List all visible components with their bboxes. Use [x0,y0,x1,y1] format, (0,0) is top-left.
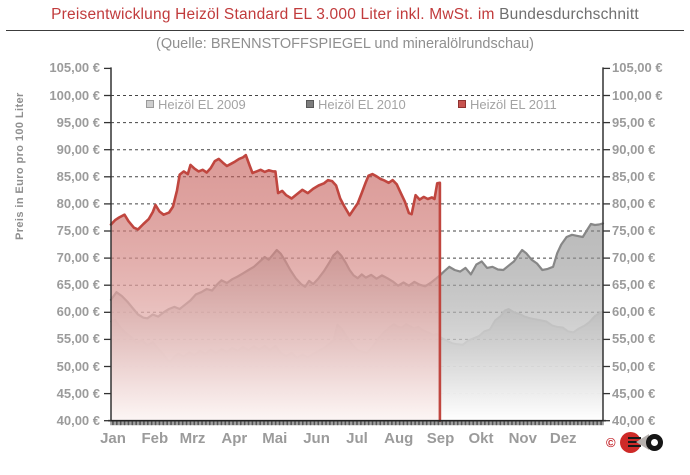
month-label: Jan [100,430,126,447]
y-tick-label: 60,00 € [612,304,656,320]
y-tick-label: 45,00 € [56,385,100,401]
y-tick-label: 95,00 € [56,114,100,130]
y-tick-label: 55,00 € [56,331,100,347]
legend-marker-2010-icon [306,100,314,108]
y-tick-label: 50,00 € [56,358,100,374]
y-tick-label: 45,00 € [612,385,656,401]
y-tick-label: 65,00 € [612,277,656,293]
source-subtitle: (Quelle: BRENNSTOFFSPIEGEL und mineralöl… [156,36,534,52]
y-tick-label: 100,00 € [49,87,100,103]
y-tick-label: 90,00 € [56,141,100,157]
logo-stripes-icon [628,437,641,449]
y-tick-label: 75,00 € [56,223,100,238]
y-tick-label: 70,00 € [612,250,656,266]
page-title: Preisentwicklung Heizöl Standard EL 3.00… [0,6,690,24]
y-tick-label: 55,00 € [612,331,656,347]
legend-marker-2009-icon [146,100,154,108]
y-tick-label: 80,00 € [56,195,100,211]
y-tick-label: 60,00 € [56,304,100,320]
y-tick-label: 50,00 € [612,358,656,374]
y-tick-label: 75,00 € [612,223,656,238]
month-label: Nov [508,430,537,447]
y-tick-label: 90,00 € [612,141,656,157]
page-title-gray-part: Bundesdurchschnitt [499,6,639,23]
y-tick-label: 40,00 € [612,412,656,428]
y-tick-label: 95,00 € [612,114,656,130]
y-tick-label: 65,00 € [56,277,100,293]
y-tick-label: 105,00 € [612,60,663,76]
legend-marker-2011-icon [458,100,466,108]
logo-arrow-icon [636,434,649,450]
logo-ring-icon [646,434,663,451]
month-label: Dez [549,430,577,447]
y-tick-label: 80,00 € [612,195,656,211]
legend-item-2011: Heizöl EL 2011 [458,96,557,112]
legend-label-2009: Heizöl EL 2009 [158,96,246,112]
page-title-red-part: Preisentwicklung Heizöl Standard EL 3.00… [51,6,495,23]
y-tick-label: 105,00 € [49,60,100,76]
y-tick-label: 100,00 € [612,87,663,103]
month-label: Aug [384,430,414,447]
month-label: Okt [468,430,494,447]
legend-item-2009: Heizöl EL 2009 [146,96,246,112]
copyright-icon: © [606,435,616,450]
y-tick-label: 85,00 € [612,168,656,184]
month-label: Apr [221,430,248,447]
legend-label-2010: Heizöl EL 2010 [318,96,406,112]
y-tick-label: 85,00 € [56,168,100,184]
legend-item-2010: Heizöl EL 2010 [306,96,406,112]
month-label: Jun [303,430,330,447]
month-label: Mrz [179,430,206,447]
title-divider [6,30,684,31]
legend-label-2011: Heizöl EL 2011 [470,96,557,112]
month-label: Sep [426,430,455,447]
y-tick-label: 40,00 € [56,412,100,428]
month-label: Jul [346,430,368,447]
month-label: Mai [262,430,288,447]
y-tick-label: 70,00 € [56,250,100,266]
publisher-logo: © [606,431,668,457]
month-label: Feb [141,430,169,447]
